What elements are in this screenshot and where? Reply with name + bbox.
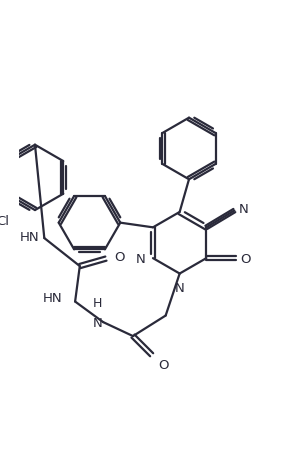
Text: O: O: [240, 252, 251, 265]
Text: HN: HN: [42, 292, 62, 304]
Text: O: O: [158, 359, 169, 372]
Text: Cl: Cl: [0, 215, 9, 228]
Text: H: H: [93, 296, 102, 309]
Text: O: O: [114, 251, 125, 264]
Text: N: N: [93, 317, 102, 330]
Text: N: N: [136, 252, 146, 265]
Text: N: N: [239, 202, 249, 216]
Text: HN: HN: [20, 230, 40, 243]
Text: N: N: [175, 281, 185, 295]
